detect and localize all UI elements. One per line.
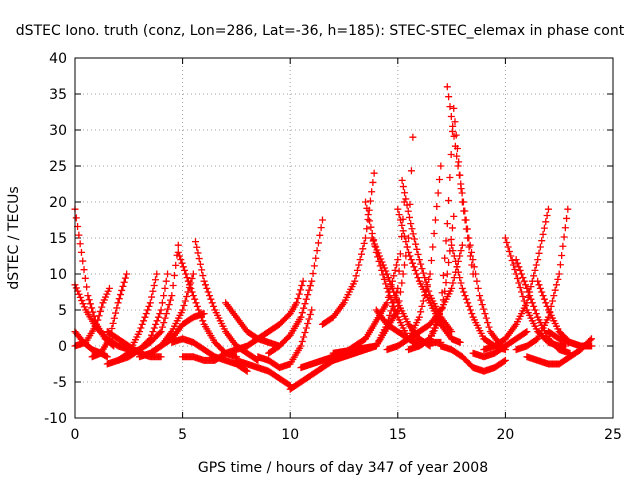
data-point-marks — [448, 241, 509, 354]
data-point-marks — [544, 328, 595, 350]
plot-frame — [74, 57, 614, 419]
data-point-marks — [88, 270, 131, 361]
x-tick-label: 5 — [178, 427, 187, 443]
data-point-marks — [222, 299, 283, 350]
x-tick-label: 15 — [389, 427, 407, 443]
data-series — [88, 270, 131, 361]
data-series — [512, 205, 572, 354]
grid — [75, 58, 613, 418]
data-series — [469, 328, 531, 361]
plot-marks — [71, 83, 595, 393]
data-series — [448, 241, 509, 354]
y-tick-label: 20 — [49, 195, 67, 211]
x-axis-label: GPS time / hours of day 347 of year 2008 — [198, 460, 488, 476]
x-tick-label: 10 — [281, 427, 299, 443]
y-tick-label: 35 — [49, 87, 67, 103]
data-series — [443, 83, 505, 350]
data-point-marks — [232, 356, 294, 390]
data-point-marks — [394, 205, 464, 346]
x-tick-labels: 0 5 10 15 20 25 — [71, 427, 622, 443]
data-point-marks — [125, 241, 182, 357]
data-series — [437, 342, 509, 375]
y-tick-label: 10 — [49, 267, 67, 283]
y-tick-label: 25 — [49, 159, 67, 175]
data-series — [125, 241, 182, 357]
data-series — [254, 306, 316, 372]
y-axis-label: dSTEC / TECUs — [6, 186, 22, 289]
y-tick-label: -10 — [44, 411, 67, 427]
data-series — [265, 216, 326, 357]
data-point-marks — [179, 342, 251, 364]
data-series — [318, 169, 378, 328]
data-point-marks — [383, 162, 445, 354]
data-series — [146, 310, 208, 357]
y-tick-labels: -10 -5 0 5 10 15 20 25 30 35 40 — [44, 51, 67, 427]
data-point-marks — [443, 83, 505, 350]
chart-title: dSTEC Iono. truth (conz, Lon=286, Lat=-3… — [16, 23, 625, 39]
data-series — [286, 356, 337, 393]
data-point-marks — [469, 328, 531, 361]
x-tick-label: 20 — [496, 427, 514, 443]
x-tick-label: 0 — [71, 427, 80, 443]
data-point-marks — [265, 216, 326, 357]
data-point-marks — [437, 342, 509, 375]
data-series — [243, 277, 307, 350]
data-series — [329, 198, 408, 364]
data-point-marks — [480, 205, 552, 354]
y-tick-label: -5 — [53, 375, 67, 391]
data-point-marks — [146, 310, 208, 357]
y-tick-label: 30 — [49, 123, 67, 139]
data-point-marks — [512, 205, 572, 354]
y-tick-label: 0 — [58, 339, 67, 355]
data-point-marks — [329, 198, 408, 364]
data-series — [179, 342, 251, 364]
data-point-marks — [286, 356, 337, 393]
data-point-marks — [168, 335, 251, 375]
data-series — [394, 205, 464, 346]
data-series — [383, 162, 445, 354]
y-tick-label: 40 — [49, 51, 67, 67]
data-point-marks — [512, 256, 574, 357]
data-series — [480, 205, 552, 354]
data-series — [544, 328, 595, 350]
data-series — [222, 299, 283, 350]
y-tick-label: 5 — [58, 303, 67, 319]
data-point-marks — [254, 306, 316, 372]
data-point-marks — [243, 277, 307, 350]
data-series — [168, 335, 251, 375]
data-series — [232, 356, 294, 390]
x-tick-label: 25 — [604, 427, 622, 443]
data-point-marks — [318, 169, 378, 328]
data-series — [512, 256, 574, 357]
y-tick-label: 15 — [49, 231, 67, 247]
